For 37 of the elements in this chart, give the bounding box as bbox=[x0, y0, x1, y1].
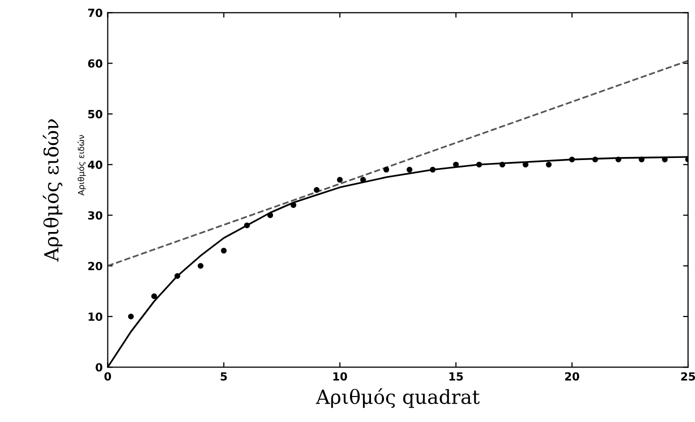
point bbox=[569, 156, 575, 162]
x-tick-label: 5 bbox=[220, 372, 227, 381]
point bbox=[336, 176, 343, 183]
point bbox=[220, 248, 227, 254]
y-tick-label: 10 bbox=[88, 312, 102, 321]
point bbox=[383, 166, 390, 173]
text: Αριθμός ειδών bbox=[77, 135, 86, 196]
point bbox=[616, 156, 622, 162]
point bbox=[430, 166, 436, 173]
y-tick-label: 30 bbox=[88, 211, 102, 220]
point bbox=[476, 162, 482, 168]
point bbox=[290, 202, 296, 208]
point bbox=[267, 212, 274, 218]
x-tick-label: 0 bbox=[104, 372, 112, 381]
y-tick-label: 50 bbox=[88, 110, 102, 118]
x-axis-title: Αριθμός quadrat bbox=[316, 388, 480, 408]
point bbox=[128, 314, 134, 320]
point bbox=[314, 187, 320, 193]
x-tick-label: 25 bbox=[681, 372, 695, 381]
point bbox=[546, 162, 552, 168]
point bbox=[638, 156, 645, 162]
y-tick-label: 20 bbox=[88, 262, 102, 270]
point bbox=[499, 162, 506, 168]
x-tick-label: 15 bbox=[449, 372, 463, 381]
point bbox=[151, 293, 158, 300]
point bbox=[174, 273, 180, 279]
point bbox=[592, 156, 598, 162]
x-tick-label: 20 bbox=[565, 372, 580, 381]
y-tick-label: 60 bbox=[88, 59, 102, 68]
y-tick-label: 70 bbox=[88, 8, 102, 18]
x-tick-label: 10 bbox=[333, 372, 348, 381]
point bbox=[406, 166, 412, 173]
point bbox=[244, 222, 250, 228]
y-tick-label: 0 bbox=[96, 363, 102, 372]
y-axis-title: Αριθμός ειδών bbox=[42, 119, 62, 262]
point bbox=[198, 262, 204, 269]
y-tick-label: 40 bbox=[88, 160, 102, 169]
